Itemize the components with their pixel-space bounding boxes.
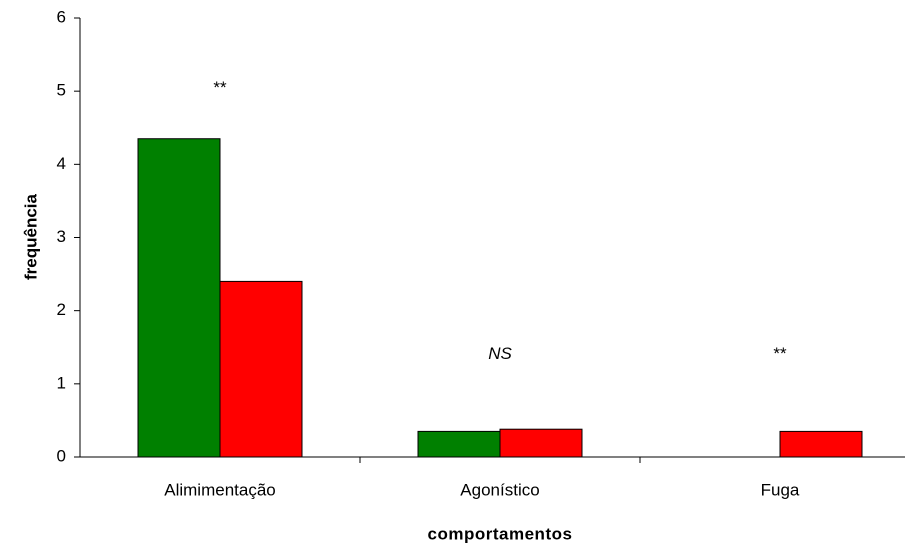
annotation: NS	[488, 344, 512, 363]
y-tick-label: 4	[57, 154, 66, 173]
annotation: **	[213, 78, 227, 97]
x-tick-label: Fuga	[761, 480, 800, 499]
bar	[499, 428, 583, 458]
bar	[137, 138, 221, 458]
annotation: **	[773, 344, 787, 363]
bar	[779, 430, 863, 458]
bar	[219, 280, 303, 458]
bar	[417, 430, 501, 458]
x-tick-label: Agonístico	[460, 480, 539, 499]
x-axis-label: comportamentos	[428, 524, 573, 543]
y-tick-label: 2	[57, 300, 66, 319]
x-tick-label: Alimimentação	[164, 480, 276, 499]
y-tick-label: 5	[57, 81, 66, 100]
y-tick-label: 1	[57, 373, 66, 392]
y-tick-label: 3	[57, 227, 66, 246]
y-axis-label: frequência	[21, 193, 40, 280]
y-tick-label: 0	[57, 446, 66, 465]
y-tick-label: 6	[57, 7, 66, 26]
